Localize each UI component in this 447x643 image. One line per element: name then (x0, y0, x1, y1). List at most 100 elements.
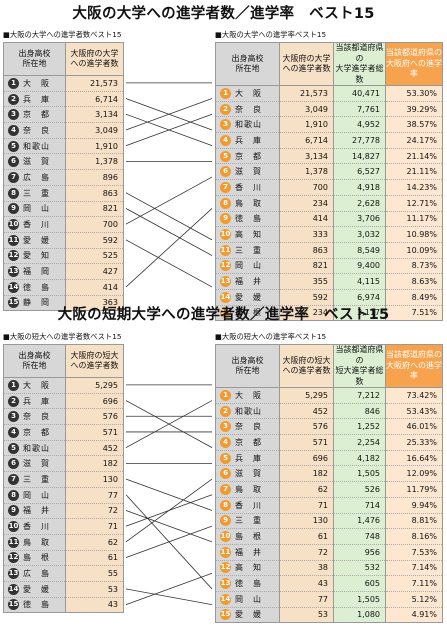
rank-badge: 11 (8, 536, 19, 548)
header-row: 出身高校 所在地 大阪府の短大 への進学者数 (3, 344, 124, 378)
rank-badge: 9 (220, 213, 231, 225)
rank-badge: 15 (8, 599, 19, 611)
header-prefecture: 出身高校 所在地 (3, 42, 66, 76)
rank-badge: 14 (220, 593, 231, 605)
total-count-cell: 846 (333, 403, 386, 420)
prefecture-name: 兵 庫 (23, 396, 50, 406)
prefecture-cell: 4 奈 良 (3, 122, 66, 139)
prefecture-cell: 7 広 島 (3, 169, 66, 186)
prefecture-name: 滋 賀 (235, 167, 262, 177)
table-row: 14 愛 媛 53 (3, 581, 124, 598)
osaka-count-cell: 1,910 (65, 138, 124, 155)
osaka-count-cell: 62 (65, 534, 124, 551)
osaka-count-cell: 571 (279, 434, 334, 451)
prefecture-name: 兵 庫 (235, 453, 262, 463)
header-prefecture: 出身高校 所在地 (215, 42, 280, 86)
prefecture-name: 福 岡 (23, 267, 50, 277)
rank-badge: 1 (8, 379, 19, 391)
rate-cell: 53.43% (385, 403, 443, 420)
prefecture-name: 徳 島 (23, 600, 50, 610)
rank-badge: 5 (8, 442, 19, 454)
osaka-count-cell: 38 (279, 560, 334, 577)
total-count-cell: 526 (333, 481, 386, 498)
prefecture-cell: 10 高 知 (215, 226, 280, 243)
rank-badge: 7 (8, 473, 19, 485)
prefecture-name: 徳 島 (23, 282, 50, 292)
connector-line (125, 525, 213, 558)
rank-badge: 7 (220, 181, 231, 193)
rank-badge: 8 (8, 187, 19, 199)
table-row: 11 鳥 取 62 (3, 534, 124, 551)
rank-badge: 4 (220, 134, 231, 146)
table-row: 6 滋 賀 1,378 (3, 153, 124, 171)
rate-cell: 8.49% (385, 289, 443, 306)
prefecture-name: 岡 山 (235, 261, 262, 271)
rank-badge: 9 (8, 505, 19, 517)
osaka-count-cell: 452 (65, 440, 124, 457)
prefecture-name: 香 川 (23, 220, 50, 230)
table-row: 14 愛 媛 592 6,974 8.49% (215, 289, 443, 306)
rank-badge: 2 (8, 395, 19, 407)
osaka-count-cell: 21,573 (65, 75, 124, 92)
total-count-cell: 1,080 (333, 607, 386, 624)
connector-line (125, 239, 213, 288)
prefecture-cell: 12 島 根 (3, 550, 66, 567)
rank-badge: 2 (220, 103, 231, 115)
osaka-count-cell: 363 (65, 295, 124, 312)
osaka-count-cell: 3,049 (65, 122, 124, 139)
osaka-count-cell: 234 (279, 305, 334, 322)
rate-cell: 7.53% (385, 544, 443, 561)
prefecture-name: 徳 島 (235, 214, 262, 224)
prefecture-cell: 14 徳 島 (3, 279, 66, 296)
rate-cell: 8.73% (385, 258, 443, 275)
osaka-count-cell: 414 (65, 279, 124, 296)
rank-badge: 5 (8, 140, 19, 152)
rate-cell: 11.17% (385, 211, 443, 228)
prefecture-name: 和歌山 (235, 406, 262, 416)
table-row: 14 岡 山 77 1,505 5.12% (215, 591, 443, 608)
osaka-count-cell: 696 (65, 393, 124, 410)
total-count-cell: 7,212 (333, 387, 386, 404)
prefecture-cell: 2 奈 良 (215, 101, 280, 118)
osaka-count-cell: 53 (279, 607, 334, 624)
osaka-count-cell: 61 (65, 550, 124, 567)
rate-cell: 7.51% (385, 305, 443, 322)
rank-badge: 11 (8, 234, 19, 246)
table-row: 8 岡 山 77 (3, 487, 124, 504)
table-row: 7 香 川 700 4,918 14.23% (215, 179, 443, 196)
prefecture-cell: 6 滋 賀 (215, 163, 280, 181)
rank-badge: 15 (220, 307, 231, 319)
rank-badge: 1 (220, 389, 231, 401)
prefecture-cell: 5 和歌山 (3, 138, 66, 155)
prefecture-cell: 15 徳 島 (3, 597, 66, 614)
table-row: 11 三 重 863 8,549 10.09% (215, 242, 443, 259)
table-row: 8 鳥 取 234 2,628 12.71% (215, 195, 443, 212)
total-count-cell: 4,952 (333, 116, 386, 134)
osaka-count-cell: 592 (279, 289, 334, 306)
prefecture-name: 滋 賀 (23, 157, 50, 167)
rank-badge: 2 (8, 93, 19, 105)
osaka-count-cell: 571 (65, 424, 124, 441)
prefecture-cell: 4 京 都 (215, 434, 280, 451)
connector-line (125, 98, 213, 131)
table-row: 13 広 島 55 (3, 565, 124, 582)
header-total: 当該都道府県の 短大進学者総数 (333, 344, 386, 388)
header-osaka-count: 大阪府の大学 への進学者数 (279, 42, 334, 86)
section-title: 大阪の大学への進学者数／進学率 ベスト15 (72, 6, 375, 22)
prefecture-cell: 10 香 川 (3, 216, 66, 233)
connector-line (125, 588, 213, 606)
prefecture-name: 三 重 (23, 188, 50, 198)
prefecture-name: 島 根 (235, 532, 262, 542)
header-osaka-count: 大阪府の短大 への進学者数 (279, 344, 334, 388)
prefecture-name: 和歌山 (235, 120, 262, 130)
prefecture-cell: 4 兵 庫 (215, 132, 280, 149)
table-row: 3 奈 良 576 (3, 408, 124, 426)
rank-badge: 12 (220, 562, 231, 574)
prefecture-cell: 8 香 川 (215, 497, 280, 514)
table-row: 6 滋 賀 182 1,505 12.09% (215, 465, 443, 483)
osaka-count-cell: 592 (65, 232, 124, 249)
prefecture-name: 香 川 (235, 500, 262, 510)
prefecture-name: 兵 庫 (23, 94, 50, 104)
